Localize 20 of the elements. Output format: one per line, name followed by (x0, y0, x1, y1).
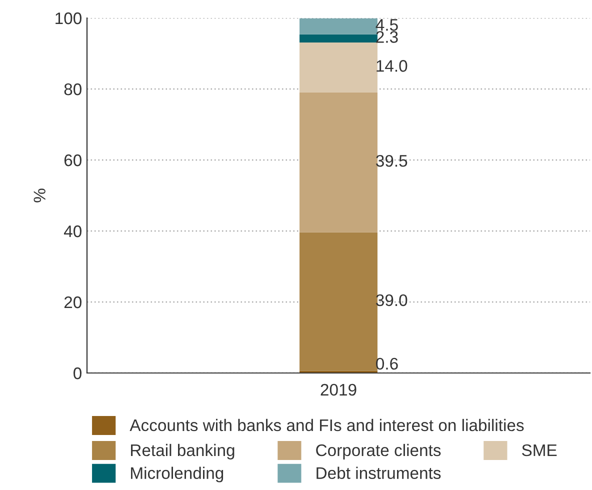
legend-label: Corporate clients (316, 444, 441, 460)
bar (300, 34, 378, 42)
legend-label: SME (522, 444, 557, 456)
legend-label: Debt instruments (316, 466, 441, 479)
data-label: 14.0 (376, 60, 408, 72)
y-axis-title: % (34, 188, 46, 202)
legend-label: Accounts with banks and FIs and interest on liabilities (130, 418, 524, 432)
bar (300, 92, 378, 232)
legend-label: Microlending (131, 466, 224, 482)
bar (300, 232, 378, 371)
bar (300, 42, 378, 92)
y-tick-label: 0 (74, 367, 82, 380)
bar (300, 18, 378, 34)
y-tick-label: 100 (56, 12, 82, 24)
x-tick-label: 2019 (320, 384, 356, 396)
legend-label: Retail banking (131, 444, 234, 460)
y-tick-label: 80 (64, 83, 82, 96)
y-tick-label: 20 (64, 296, 82, 308)
y-tick-label: 40 (64, 225, 82, 238)
y-tick-label: 60 (64, 154, 82, 166)
